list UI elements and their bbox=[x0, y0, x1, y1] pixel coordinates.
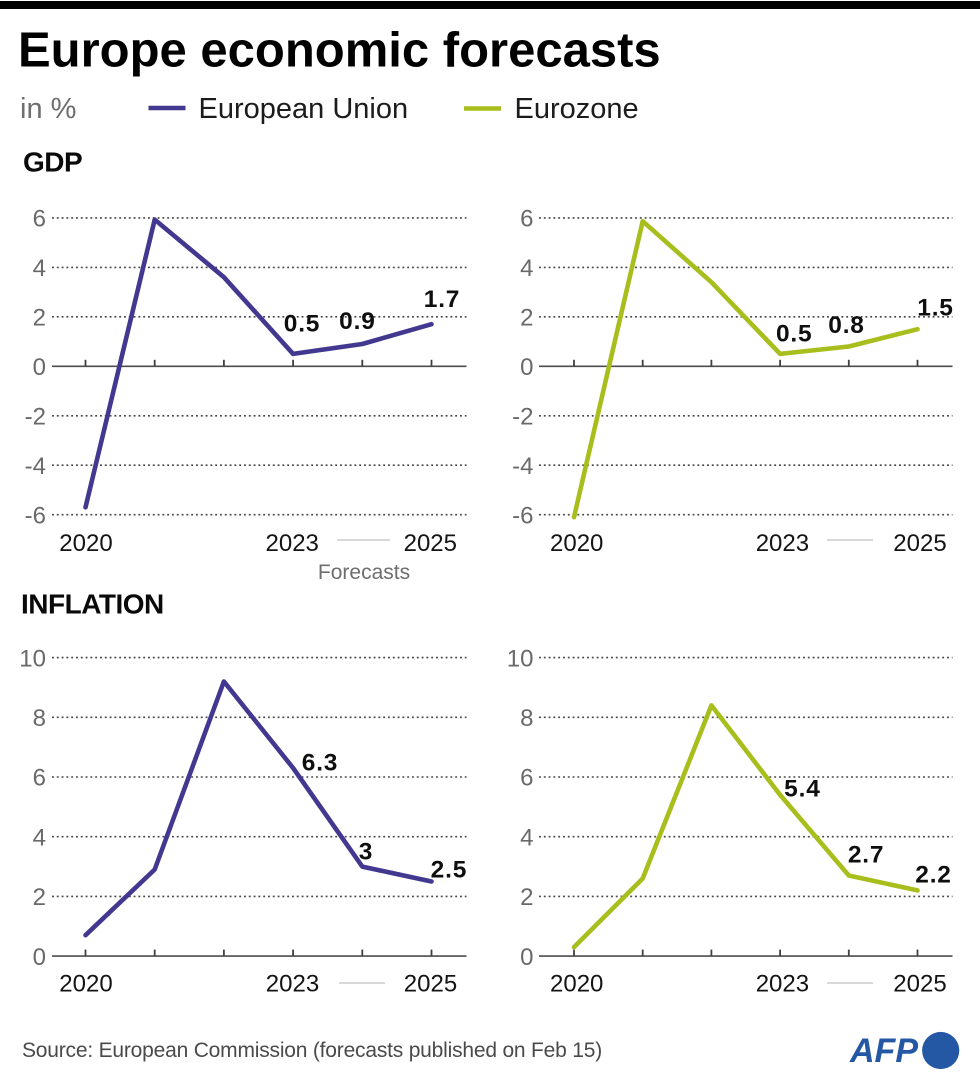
svg-text:2020: 2020 bbox=[550, 971, 603, 998]
svg-text:European Union: European Union bbox=[199, 93, 409, 125]
svg-text:4: 4 bbox=[33, 824, 46, 851]
svg-text:2: 2 bbox=[520, 305, 533, 332]
svg-text:-4: -4 bbox=[25, 453, 46, 480]
svg-text:Eurozone: Eurozone bbox=[515, 93, 639, 125]
svg-text:10: 10 bbox=[19, 645, 46, 672]
svg-text:2: 2 bbox=[520, 884, 533, 911]
svg-text:-6: -6 bbox=[512, 502, 533, 529]
svg-text:2020: 2020 bbox=[59, 530, 112, 557]
svg-text:INFLATION: INFLATION bbox=[21, 589, 164, 620]
svg-text:6: 6 bbox=[520, 765, 533, 792]
svg-text:0: 0 bbox=[520, 944, 533, 971]
svg-text:6: 6 bbox=[33, 206, 46, 233]
svg-text:6: 6 bbox=[33, 765, 46, 792]
svg-text:2.2: 2.2 bbox=[915, 861, 951, 888]
svg-text:0.9: 0.9 bbox=[339, 308, 375, 335]
svg-text:6.3: 6.3 bbox=[302, 749, 338, 776]
svg-text:2025: 2025 bbox=[893, 530, 946, 557]
svg-text:1.7: 1.7 bbox=[424, 286, 460, 313]
svg-text:4: 4 bbox=[33, 255, 46, 282]
svg-text:2025: 2025 bbox=[404, 530, 457, 557]
svg-text:2025: 2025 bbox=[404, 971, 457, 998]
svg-text:6: 6 bbox=[520, 206, 533, 233]
svg-text:2020: 2020 bbox=[550, 530, 603, 557]
svg-text:GDP: GDP bbox=[23, 147, 82, 178]
svg-text:8: 8 bbox=[33, 705, 46, 732]
svg-text:0: 0 bbox=[520, 354, 533, 381]
svg-text:2023: 2023 bbox=[266, 530, 319, 557]
svg-text:4: 4 bbox=[520, 824, 533, 851]
svg-text:8: 8 bbox=[520, 705, 533, 732]
svg-text:Source: European Commission (f: Source: European Commission (forecasts p… bbox=[22, 1039, 602, 1062]
svg-text:Forecasts: Forecasts bbox=[318, 561, 410, 584]
svg-text:0: 0 bbox=[33, 354, 46, 381]
svg-text:0: 0 bbox=[33, 944, 46, 971]
svg-text:-2: -2 bbox=[512, 404, 533, 431]
svg-text:2023: 2023 bbox=[266, 971, 319, 998]
svg-text:0.5: 0.5 bbox=[284, 311, 320, 338]
svg-text:3: 3 bbox=[359, 839, 373, 866]
svg-text:AFP: AFP bbox=[849, 1032, 918, 1070]
svg-text:0.8: 0.8 bbox=[828, 312, 864, 339]
svg-text:4: 4 bbox=[520, 255, 533, 282]
svg-text:10: 10 bbox=[507, 645, 534, 672]
svg-text:-2: -2 bbox=[25, 404, 46, 431]
svg-text:2.7: 2.7 bbox=[848, 842, 884, 869]
svg-text:in %: in % bbox=[20, 93, 76, 125]
svg-text:2023: 2023 bbox=[756, 971, 809, 998]
svg-text:Europe economic forecasts: Europe economic forecasts bbox=[18, 24, 661, 78]
svg-text:5.4: 5.4 bbox=[784, 776, 820, 803]
svg-text:-6: -6 bbox=[25, 502, 46, 529]
svg-text:0.5: 0.5 bbox=[776, 320, 812, 347]
svg-text:1.5: 1.5 bbox=[917, 295, 953, 322]
svg-text:2: 2 bbox=[33, 305, 46, 332]
svg-text:2023: 2023 bbox=[756, 530, 809, 557]
svg-text:2.5: 2.5 bbox=[431, 857, 467, 884]
svg-text:-4: -4 bbox=[512, 453, 533, 480]
svg-text:2: 2 bbox=[33, 884, 46, 911]
svg-text:2025: 2025 bbox=[893, 971, 946, 998]
svg-text:2020: 2020 bbox=[59, 971, 112, 998]
